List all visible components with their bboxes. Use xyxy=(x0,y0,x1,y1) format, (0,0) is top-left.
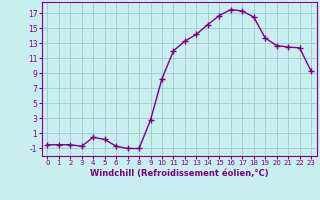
X-axis label: Windchill (Refroidissement éolien,°C): Windchill (Refroidissement éolien,°C) xyxy=(90,169,268,178)
